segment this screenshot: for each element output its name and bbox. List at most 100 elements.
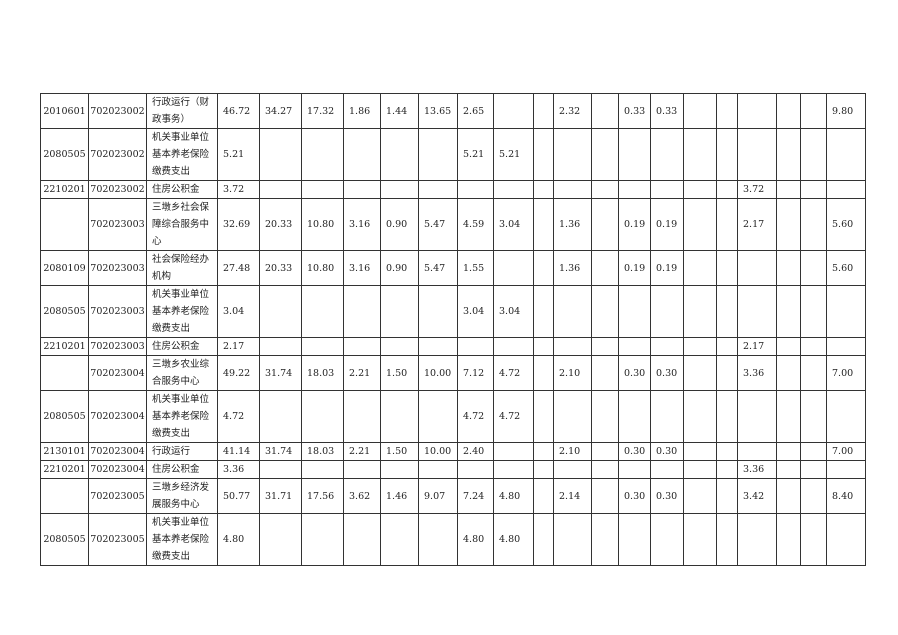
amount-cell <box>716 93 738 129</box>
amount-cell: 0.30 <box>650 355 684 391</box>
amount-cell <box>591 390 619 443</box>
amount-cell <box>259 513 302 566</box>
amount-cell: 3.04 <box>457 285 494 338</box>
amount-cell <box>457 460 494 479</box>
amount-cell <box>259 337 302 356</box>
amount-cell: 3.04 <box>493 285 534 338</box>
amount-cell <box>553 390 592 443</box>
amount-cell <box>618 180 651 199</box>
table-body: 2010601 702023002 行政运行（财政事务） 46.72 34.27 17.3… <box>40 93 866 566</box>
amount-cell: 32.69 <box>217 198 260 251</box>
amount-cell <box>418 513 458 566</box>
amount-cell: 3.36 <box>737 355 777 391</box>
amount-cell <box>553 460 592 479</box>
amount-cell <box>826 337 866 356</box>
item-name-cell: 机关事业单位基本养老保险缴费支出 <box>146 390 218 443</box>
amount-cell <box>493 337 534 356</box>
amount-cell: 17.56 <box>301 478 344 514</box>
amount-cell: 34.27 <box>259 93 302 129</box>
amount-cell <box>800 355 827 391</box>
amount-cell: 0.30 <box>650 442 684 461</box>
amount-cell <box>301 513 344 566</box>
amount-cell: 31.74 <box>259 355 302 391</box>
amount-cell: 18.03 <box>301 355 344 391</box>
amount-cell <box>776 180 801 199</box>
amount-cell: 5.21 <box>493 128 534 181</box>
amount-cell <box>457 337 494 356</box>
amount-cell <box>683 390 717 443</box>
amount-cell <box>618 513 651 566</box>
amount-cell <box>683 478 717 514</box>
subject-code-cell: 2080505 <box>40 285 89 338</box>
amount-cell <box>533 442 554 461</box>
amount-cell <box>650 128 684 181</box>
amount-cell: 20.33 <box>259 250 302 286</box>
amount-cell: 9.07 <box>418 478 458 514</box>
amount-cell: 8.40 <box>826 478 866 514</box>
amount-cell <box>618 337 651 356</box>
amount-cell <box>800 513 827 566</box>
unit-code-cell: 702023005 <box>88 513 147 566</box>
amount-cell <box>716 355 738 391</box>
amount-cell <box>716 442 738 461</box>
item-name-cell: 三墩乡社会保障综合服务中心 <box>146 198 218 251</box>
amount-cell <box>683 250 717 286</box>
subject-code-cell: 2210201 <box>40 180 89 199</box>
amount-cell <box>553 128 592 181</box>
amount-cell <box>826 180 866 199</box>
table-row: 2210201 702023002 住房公积金 3.72 3.72 <box>40 180 866 199</box>
item-name-cell: 住房公积金 <box>146 180 218 199</box>
subject-code-cell <box>40 355 89 391</box>
amount-cell: 3.36 <box>737 460 777 479</box>
unit-code-cell: 702023004 <box>88 460 147 479</box>
amount-cell <box>716 337 738 356</box>
subject-code-cell: 2210201 <box>40 460 89 479</box>
amount-cell: 3.36 <box>217 460 260 479</box>
amount-cell <box>826 128 866 181</box>
amount-cell: 0.90 <box>380 250 419 286</box>
subject-code-cell: 2080505 <box>40 390 89 443</box>
item-name-cell: 三墩乡农业综合服务中心 <box>146 355 218 391</box>
amount-cell: 50.77 <box>217 478 260 514</box>
amount-cell <box>683 442 717 461</box>
amount-cell <box>533 128 554 181</box>
amount-cell <box>493 460 534 479</box>
amount-cell: 2.17 <box>737 198 777 251</box>
item-name-cell: 行政运行 <box>146 442 218 461</box>
amount-cell <box>343 285 381 338</box>
amount-cell <box>737 513 777 566</box>
amount-cell <box>776 250 801 286</box>
amount-cell: 5.60 <box>826 250 866 286</box>
amount-cell <box>650 513 684 566</box>
amount-cell: 2.17 <box>737 337 777 356</box>
amount-cell <box>301 285 344 338</box>
amount-cell <box>259 128 302 181</box>
amount-cell <box>776 478 801 514</box>
unit-code-cell: 702023005 <box>88 478 147 514</box>
amount-cell <box>380 337 419 356</box>
item-name-cell: 住房公积金 <box>146 460 218 479</box>
amount-cell: 3.16 <box>343 250 381 286</box>
amount-cell: 2.10 <box>553 442 592 461</box>
amount-cell: 4.72 <box>457 390 494 443</box>
amount-cell <box>683 460 717 479</box>
amount-cell: 3.62 <box>343 478 381 514</box>
amount-cell <box>800 460 827 479</box>
amount-cell <box>591 355 619 391</box>
budget-table: 2010601 702023002 行政运行（财政事务） 46.72 34.27 17.3… <box>40 93 866 566</box>
amount-cell: 4.72 <box>217 390 260 443</box>
amount-cell: 17.32 <box>301 93 344 129</box>
amount-cell: 1.36 <box>553 250 592 286</box>
amount-cell: 0.19 <box>618 198 651 251</box>
subject-code-cell: 2210201 <box>40 337 89 356</box>
amount-cell <box>716 513 738 566</box>
amount-cell: 20.33 <box>259 198 302 251</box>
amount-cell: 2.10 <box>553 355 592 391</box>
amount-cell <box>826 390 866 443</box>
amount-cell <box>776 128 801 181</box>
amount-cell: 1.46 <box>380 478 419 514</box>
amount-cell <box>618 128 651 181</box>
amount-cell <box>683 355 717 391</box>
amount-cell <box>800 180 827 199</box>
amount-cell <box>650 390 684 443</box>
